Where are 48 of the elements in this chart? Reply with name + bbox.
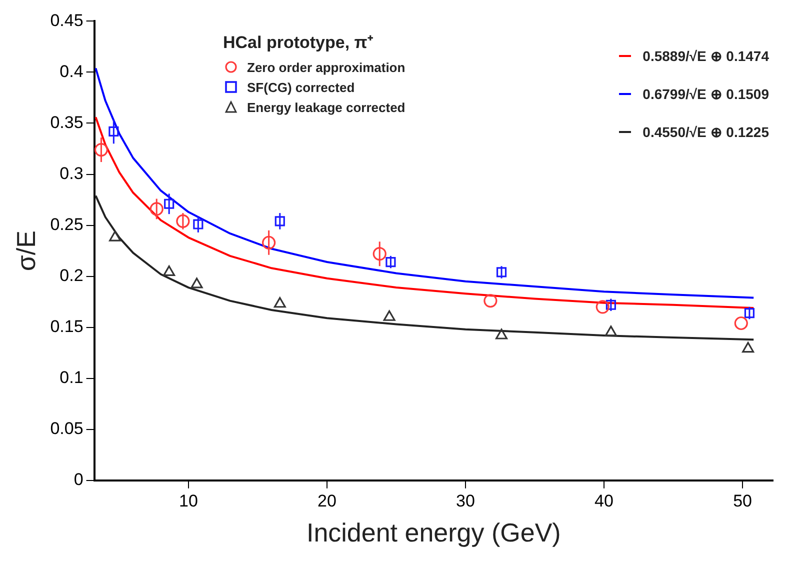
point (596, 300, 610, 314)
point (150, 202, 164, 216)
point (496, 267, 507, 278)
point (606, 300, 616, 310)
legend-label: 0.4550/√E ⊕ 0.1225 (642, 124, 769, 140)
point (744, 308, 754, 318)
point (176, 214, 190, 228)
point (274, 297, 286, 308)
legend-title: HCal prototype, π⁺ (223, 32, 374, 53)
point (109, 230, 122, 242)
y-tick-label: 0 (74, 470, 84, 490)
y-tick-label: 0.35 (50, 112, 84, 132)
point (496, 328, 508, 340)
point (94, 142, 108, 157)
point (742, 342, 754, 353)
point (108, 126, 119, 136)
point (274, 216, 285, 226)
x-tick-label: 20 (318, 491, 336, 510)
legend-label: 0.5889/√E ⊕ 0.1474 (642, 48, 769, 64)
y-tick-label: 0.05 (50, 419, 84, 438)
y-axis-title: σ/E (10, 230, 41, 272)
point (734, 316, 748, 330)
point (383, 310, 396, 321)
legend-label: Energy leakage corrected (247, 100, 406, 114)
legend-label: SF(CG) corrected (247, 80, 355, 94)
legend-label: 0.6799/√E ⊕ 0.1509 (642, 86, 769, 102)
y-tick-label: 0.45 (50, 10, 84, 30)
point (262, 236, 276, 250)
point (163, 265, 176, 276)
point (372, 247, 386, 261)
point (164, 198, 174, 209)
point (190, 278, 203, 288)
y-tick-label: 0.15 (50, 317, 84, 336)
x-tick-label: 50 (733, 491, 752, 510)
point (193, 219, 204, 230)
point (386, 256, 396, 268)
legend-label: Zero order approximation (247, 60, 406, 74)
y-tick-label: 0.2 (60, 266, 84, 285)
point (484, 294, 498, 308)
x-tick-label: 10 (179, 491, 198, 510)
x-tick-label: 30 (456, 491, 475, 510)
y-tick-label: 0.1 (60, 368, 84, 388)
y-tick-label: 0.4 (60, 62, 84, 81)
point (604, 326, 617, 336)
y-tick-label: 0.25 (50, 214, 84, 234)
x-axis-title: Incident energy (GeV) (306, 518, 561, 548)
x-tick-label: 40 (594, 491, 614, 510)
y-tick-label: 0.3 (60, 164, 84, 183)
